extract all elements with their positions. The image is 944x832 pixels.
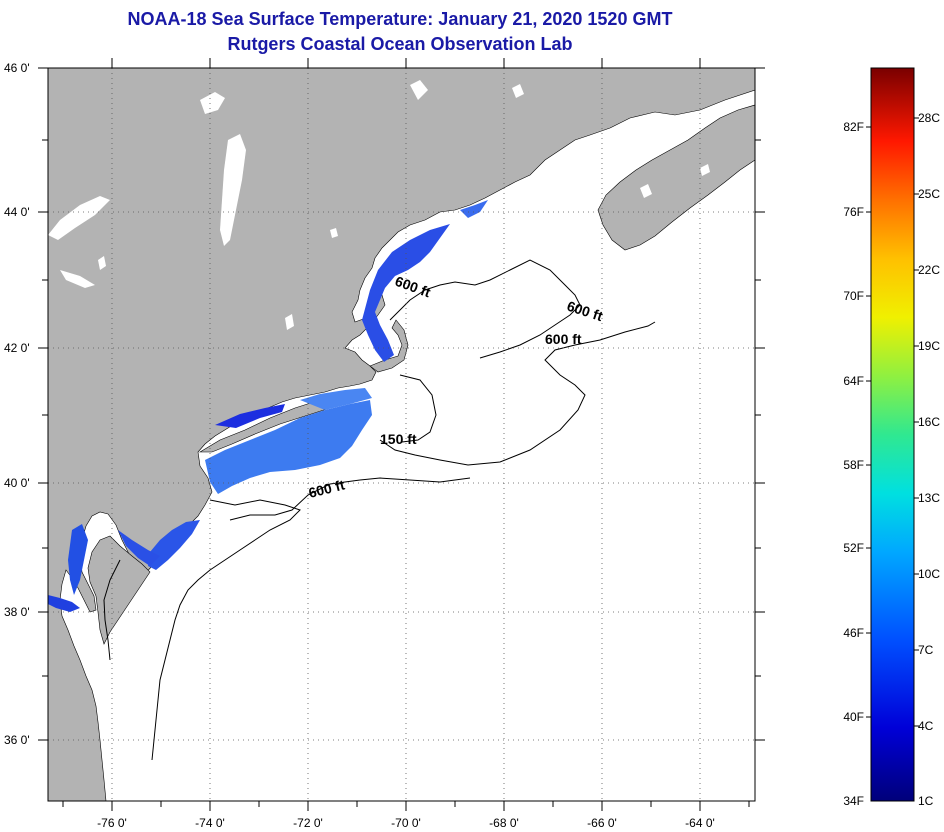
colorbar-c-label: 16C bbox=[918, 415, 940, 429]
colorbar-c-label: 25C bbox=[918, 187, 940, 201]
colorbar-f-label: 40F bbox=[843, 710, 864, 724]
bathymetry-contours bbox=[103, 259, 656, 761]
colorbar-f-label: 58F bbox=[843, 458, 864, 472]
colorbar-c-label: 19C bbox=[918, 339, 940, 353]
lat-label: 38 0' bbox=[4, 605, 30, 619]
colorbar-c-label: 7C bbox=[918, 643, 934, 657]
sst-data bbox=[48, 200, 488, 612]
lat-label: 36 0' bbox=[4, 733, 30, 747]
lon-label: -68 0' bbox=[489, 816, 519, 830]
colorbar-f-label: 70F bbox=[843, 289, 864, 303]
land-cape-cod bbox=[369, 319, 409, 373]
lon-label: -66 0' bbox=[587, 816, 617, 830]
inland-lakes bbox=[48, 80, 710, 330]
colorbar-c-label: 28C bbox=[918, 111, 940, 125]
colorbar-c-label: 22C bbox=[918, 263, 940, 277]
colorbar-f-label: 34F bbox=[843, 794, 864, 808]
colorbar: 82F 76F 70F 64F 58F 52F 46F 40F 34F 28C … bbox=[843, 67, 940, 808]
map-title: NOAA-18 Sea Surface Temperature: January… bbox=[127, 9, 673, 29]
colorbar-f-label: 76F bbox=[843, 205, 864, 219]
colorbar-c-label: 10C bbox=[918, 567, 940, 581]
lon-label: -76 0' bbox=[97, 816, 127, 830]
lon-label: -74 0' bbox=[195, 816, 225, 830]
graticule bbox=[48, 68, 755, 801]
lon-label: -72 0' bbox=[293, 816, 323, 830]
contour-label: 600 ft bbox=[545, 331, 582, 347]
map-frame bbox=[47, 67, 756, 802]
colorbar-f-label: 82F bbox=[843, 120, 864, 134]
land-delmarva bbox=[87, 535, 151, 645]
lon-label: -70 0' bbox=[391, 816, 421, 830]
longitude-labels: -76 0' -74 0' -72 0' -70 0' -68 0' -66 0… bbox=[97, 816, 715, 830]
colorbar-c-label: 13C bbox=[918, 491, 940, 505]
contour-label: 150 ft bbox=[380, 431, 417, 447]
lon-label: -64 0' bbox=[685, 816, 715, 830]
lat-label: 44 0' bbox=[4, 205, 30, 219]
map-subtitle: Rutgers Coastal Ocean Observation Lab bbox=[227, 34, 573, 54]
colorbar-f-label: 52F bbox=[843, 541, 864, 555]
colorbar-gradient bbox=[870, 67, 915, 802]
colorbar-f-label: 46F bbox=[843, 626, 864, 640]
latitude-labels: 46 0' 44 0' 42 0' 40 0' 38 0' 36 0' bbox=[4, 61, 30, 747]
colorbar-f-label: 64F bbox=[843, 374, 864, 388]
lat-label: 46 0' bbox=[4, 61, 30, 75]
lat-label: 42 0' bbox=[4, 341, 30, 355]
colorbar-c-label: 1C bbox=[918, 794, 934, 808]
colorbar-c-label: 4C bbox=[918, 719, 934, 733]
axis-ticks bbox=[38, 58, 765, 811]
land-nova-scotia bbox=[597, 104, 755, 251]
lat-label: 40 0' bbox=[4, 476, 30, 490]
